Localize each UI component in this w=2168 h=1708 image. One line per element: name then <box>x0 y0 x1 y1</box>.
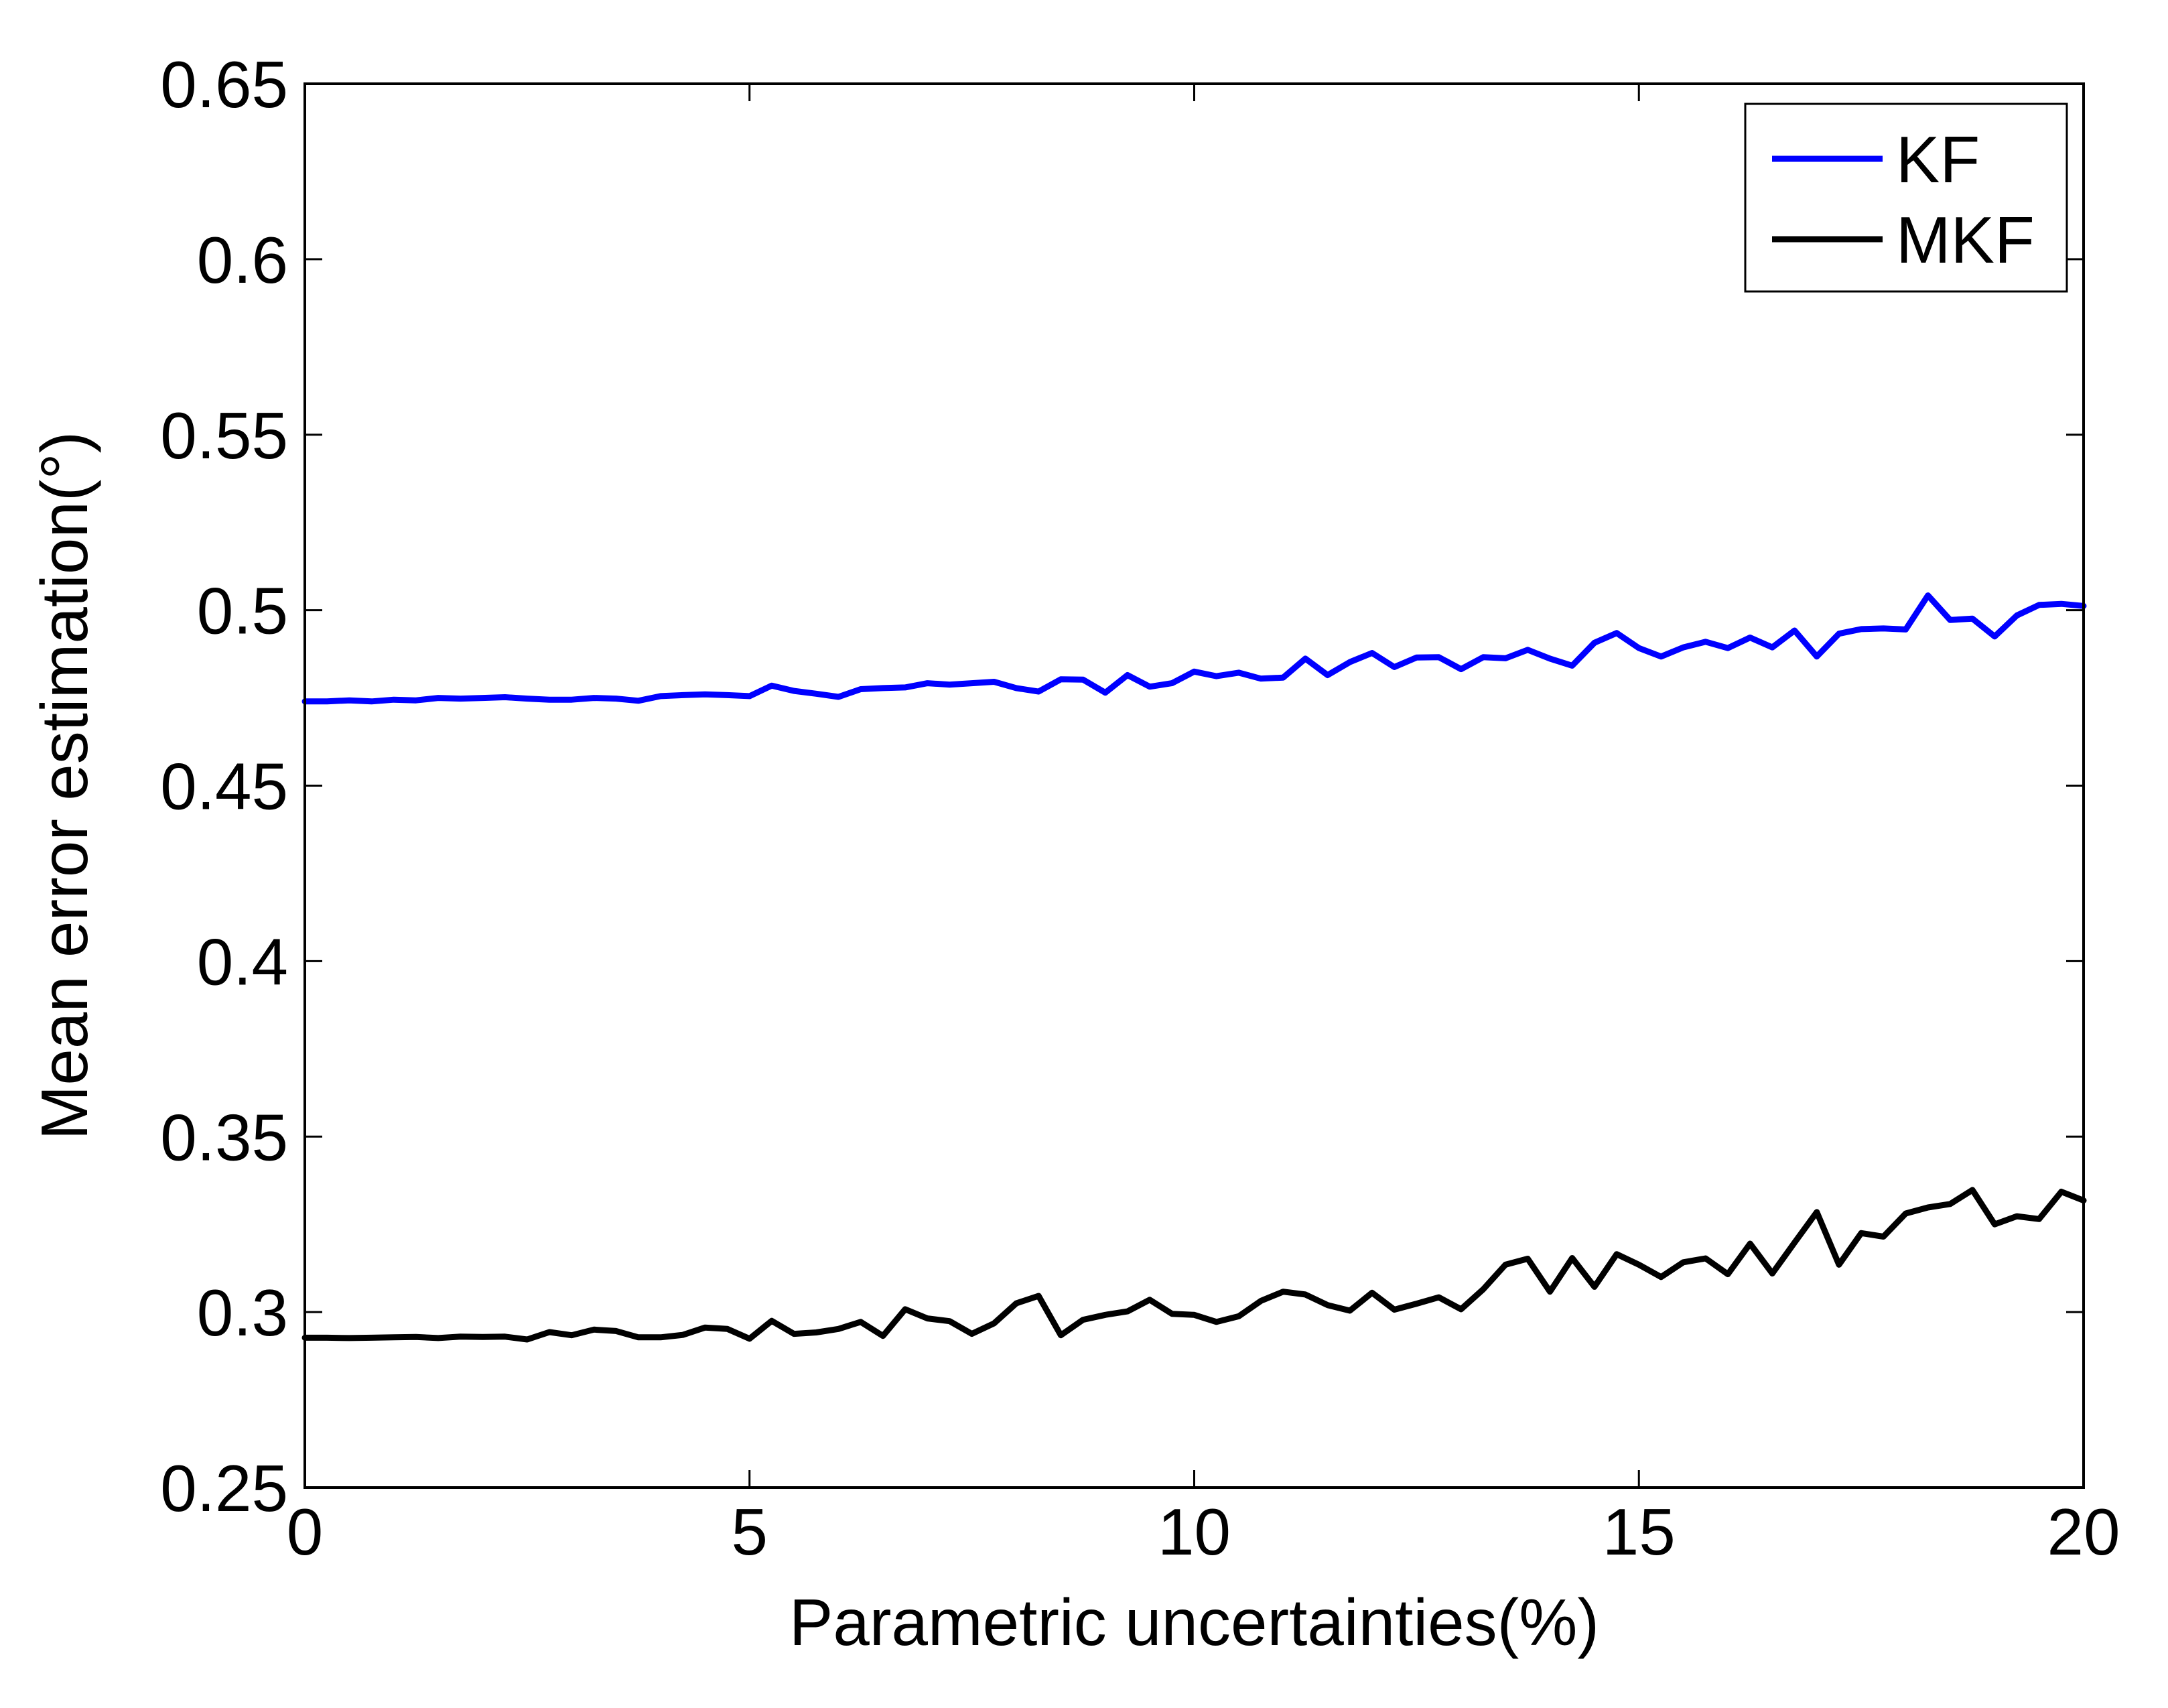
legend-box <box>1744 103 2068 293</box>
y-tick-label: 0.25 <box>160 1451 288 1525</box>
y-tick-label: 0.35 <box>160 1100 288 1174</box>
x-tick-label: 20 <box>2047 1495 2120 1569</box>
x-tick-label: 5 <box>731 1495 768 1569</box>
tick-layer: 0 5 10 15 20 0.25 0.3 0.35 0.4 0.45 0.5 0.55 0.6 0.65 <box>160 48 2120 1569</box>
series-layer <box>301 592 2087 1343</box>
y-tick-label: 0.65 <box>160 48 288 121</box>
legend: KF MKF <box>1744 103 2068 293</box>
y-tick-label: 0.5 <box>197 574 288 648</box>
y-axis-label: Mean error estimation(°) <box>27 432 101 1140</box>
series-line-mkf <box>301 1187 2087 1343</box>
series-line-kf <box>301 592 2087 705</box>
y-tick-label: 0.6 <box>197 223 288 297</box>
x-tick-label: 0 <box>287 1495 324 1569</box>
x-tick-label: 10 <box>1158 1495 1231 1569</box>
y-tick-label: 0.45 <box>160 750 288 824</box>
legend-label-kf: KF <box>1896 123 1980 196</box>
legend-label-mkf: MKF <box>1896 203 2035 277</box>
x-axis-label: Parametric uncertainties(%) <box>789 1585 1599 1659</box>
x-tick-label: 15 <box>1603 1495 1676 1569</box>
y-tick-label: 0.55 <box>160 399 288 472</box>
y-tick-label: 0.3 <box>197 1276 288 1350</box>
y-tick-label: 0.4 <box>197 925 288 998</box>
